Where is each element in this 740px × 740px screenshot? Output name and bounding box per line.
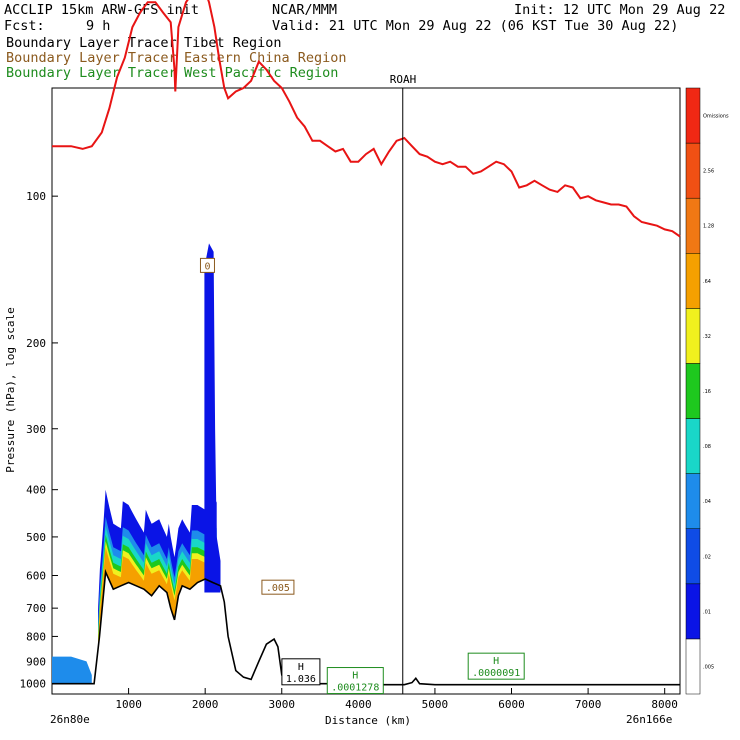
- colorbar-swatch: [685, 363, 701, 419]
- colorbar-swatch: [685, 473, 701, 529]
- colorbar-label: .32: [703, 334, 711, 340]
- valid-time: Valid: 21 UTC Mon 29 Aug 22 (06 KST Tue …: [272, 18, 679, 34]
- h-label-letter: H: [352, 671, 358, 682]
- y-tick-label: 800: [26, 630, 46, 643]
- colorbar-swatch: [685, 87, 701, 144]
- colorbar-label: .04: [703, 499, 711, 505]
- h-label-box: [326, 667, 384, 695]
- x-tick-label: 8000: [651, 698, 678, 711]
- plot-frame: [51, 87, 681, 695]
- x-tick-label: 6000: [498, 698, 525, 711]
- station-label: ROAH: [390, 73, 417, 86]
- x-tick-label: 2000: [192, 698, 219, 711]
- tropopause-line: [52, 0, 681, 238]
- colorbar-label: 1.28: [703, 224, 714, 230]
- tracer-shading: [98, 547, 217, 651]
- y-tick-label: 200: [26, 337, 46, 350]
- value-box-label: 0: [204, 261, 210, 272]
- colorbar-label: .005: [703, 664, 714, 670]
- h-label-box: [281, 658, 321, 686]
- colorbar-swatch: [685, 142, 701, 199]
- y-tick-label: 700: [26, 602, 46, 615]
- colorbar-swatch: [685, 253, 701, 309]
- value-box: [199, 257, 215, 273]
- y-tick-label: 1000: [20, 678, 47, 691]
- colorbar-label: 2.56: [703, 169, 714, 175]
- value-box: [261, 579, 295, 595]
- tracer-tibet-region: Tibet Region: [184, 35, 282, 51]
- colorbar-swatch: [685, 528, 701, 585]
- left-end-label: 26n80e: [50, 713, 90, 726]
- y-tick-label: 900: [26, 655, 46, 668]
- colorbar-label: .02: [703, 554, 711, 560]
- tracer-west-pacific-region: West Pacific Region: [184, 65, 339, 81]
- x-tick-label: 1000: [115, 698, 142, 711]
- tracer-shading: [52, 656, 92, 684]
- terrain-line: [52, 568, 680, 686]
- value-box-label: .005: [266, 583, 290, 594]
- h-label-value: .0000091: [472, 668, 520, 679]
- forecast-hour: 9 h: [86, 18, 111, 34]
- h-label-letter: H: [298, 662, 304, 673]
- x-axis-title: Distance (km): [325, 714, 411, 727]
- colorbar-label: Omissions: [703, 114, 729, 120]
- right-end-label: 26n166e: [626, 713, 672, 726]
- colorbar-swatch: [685, 197, 701, 254]
- org-label: NCAR/MMM: [272, 2, 338, 18]
- h-label-value: 1.036: [286, 674, 316, 685]
- y-axis-title: Pressure (hPa), log scale: [4, 307, 17, 473]
- x-tick-label: 7000: [575, 698, 602, 711]
- tracer-eastern-china-label: Boundary Layer Tracer: [6, 50, 177, 66]
- colorbar-swatch: [685, 638, 701, 695]
- x-tick-label: 3000: [269, 698, 296, 711]
- y-tick-label: 600: [26, 570, 46, 583]
- y-tick-label: 100: [26, 190, 46, 203]
- colorbar-swatch: [685, 418, 701, 474]
- x-tick-label: 5000: [422, 698, 449, 711]
- y-tick-label: 300: [26, 423, 46, 436]
- colorbar-label: .16: [703, 389, 711, 395]
- tracer-west-pacific-label: Boundary Layer Tracer: [6, 65, 177, 81]
- colorbar-label: .64: [703, 279, 711, 285]
- colorbar-swatch: [685, 308, 701, 364]
- h-label-box: [467, 652, 525, 680]
- y-tick-label: 500: [26, 531, 46, 544]
- init-time: Init: 12 UTC Mon 29 Aug 22: [514, 2, 726, 18]
- x-tick-label: 4000: [345, 698, 372, 711]
- y-tick-label: 400: [26, 484, 46, 497]
- colorbar-swatch: [685, 583, 701, 640]
- colorbar-label: .01: [703, 609, 711, 615]
- colorbar-label: .08: [703, 444, 711, 450]
- h-label-value: .0001278: [331, 683, 379, 694]
- tracer-tibet-label: Boundary Layer Tracer: [6, 35, 177, 51]
- forecast-label: Fcst:: [4, 18, 45, 34]
- tracer-plume: [204, 243, 221, 593]
- h-label-letter: H: [493, 656, 499, 667]
